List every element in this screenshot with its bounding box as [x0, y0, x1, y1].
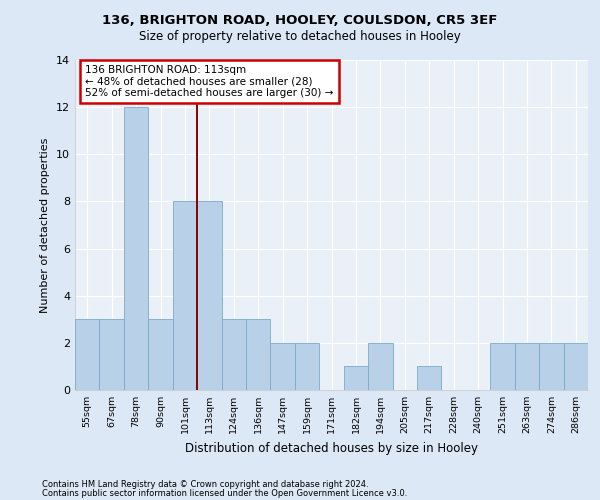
- Y-axis label: Number of detached properties: Number of detached properties: [40, 138, 50, 312]
- Bar: [295, 343, 319, 390]
- Text: Contains HM Land Registry data © Crown copyright and database right 2024.: Contains HM Land Registry data © Crown c…: [42, 480, 368, 489]
- Bar: [368, 343, 392, 390]
- Text: Size of property relative to detached houses in Hooley: Size of property relative to detached ho…: [139, 30, 461, 43]
- Text: Contains public sector information licensed under the Open Government Licence v3: Contains public sector information licen…: [42, 489, 407, 498]
- Bar: [271, 343, 295, 390]
- Bar: [100, 320, 124, 390]
- Text: 136, BRIGHTON ROAD, HOOLEY, COULSDON, CR5 3EF: 136, BRIGHTON ROAD, HOOLEY, COULSDON, CR…: [103, 14, 497, 27]
- Text: 136 BRIGHTON ROAD: 113sqm
← 48% of detached houses are smaller (28)
52% of semi-: 136 BRIGHTON ROAD: 113sqm ← 48% of detac…: [85, 65, 334, 98]
- Bar: [417, 366, 442, 390]
- Bar: [173, 202, 197, 390]
- Bar: [515, 343, 539, 390]
- Bar: [148, 320, 173, 390]
- Bar: [539, 343, 563, 390]
- Bar: [490, 343, 515, 390]
- Bar: [246, 320, 271, 390]
- Bar: [197, 202, 221, 390]
- Bar: [563, 343, 588, 390]
- X-axis label: Distribution of detached houses by size in Hooley: Distribution of detached houses by size …: [185, 442, 478, 454]
- Bar: [344, 366, 368, 390]
- Bar: [221, 320, 246, 390]
- Bar: [124, 107, 148, 390]
- Bar: [75, 320, 100, 390]
